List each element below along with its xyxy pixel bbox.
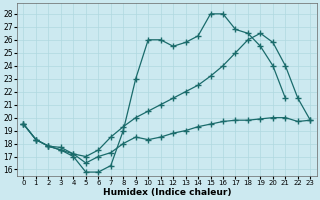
X-axis label: Humidex (Indice chaleur): Humidex (Indice chaleur)	[103, 188, 231, 197]
